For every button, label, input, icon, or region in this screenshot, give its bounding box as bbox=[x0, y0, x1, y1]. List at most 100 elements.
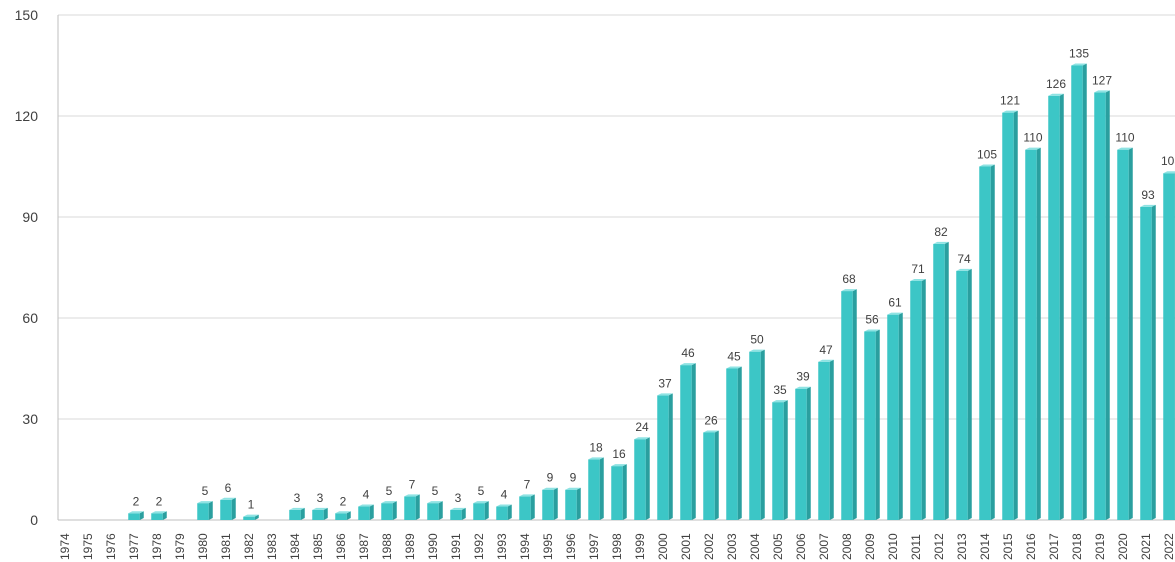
bar bbox=[542, 487, 558, 520]
data-label: 16 bbox=[612, 447, 626, 461]
bar bbox=[588, 457, 604, 520]
x-tick-label: 1989 bbox=[403, 533, 417, 560]
bar bbox=[680, 363, 696, 520]
bar bbox=[1140, 204, 1156, 520]
data-label: 24 bbox=[635, 420, 649, 434]
x-tick-label: 1979 bbox=[173, 533, 187, 560]
data-label: 6 bbox=[225, 481, 232, 495]
bar bbox=[519, 494, 535, 520]
bar bbox=[772, 400, 788, 520]
bars bbox=[128, 63, 1175, 521]
x-tick-label: 2000 bbox=[656, 533, 670, 560]
bar bbox=[657, 393, 673, 520]
x-tick-label: 1985 bbox=[311, 533, 325, 560]
data-label: 39 bbox=[796, 370, 810, 384]
x-tick-label: 2009 bbox=[863, 533, 877, 560]
data-label: 5 bbox=[432, 484, 439, 498]
data-label: 126 bbox=[1046, 77, 1066, 91]
x-tick-label: 2002 bbox=[702, 533, 716, 560]
x-tick-label: 2014 bbox=[978, 533, 992, 560]
data-label: 4 bbox=[501, 488, 508, 502]
y-tick-label: 0 bbox=[30, 512, 38, 528]
x-tick-label: 1986 bbox=[334, 533, 348, 560]
y-tick-label: 90 bbox=[22, 209, 38, 225]
bar bbox=[1025, 147, 1041, 520]
x-tick-label: 1996 bbox=[564, 533, 578, 560]
data-label: 9 bbox=[547, 471, 554, 485]
x-tick-label: 1981 bbox=[219, 533, 233, 560]
bar bbox=[358, 504, 374, 520]
data-label: 3 bbox=[455, 491, 462, 505]
bar bbox=[128, 511, 144, 520]
x-tick-label: 2015 bbox=[1001, 533, 1015, 560]
bar bbox=[887, 312, 903, 520]
x-tick-label: 2013 bbox=[955, 533, 969, 560]
data-label: 74 bbox=[957, 252, 971, 266]
bar bbox=[473, 501, 489, 520]
x-tick-label: 2017 bbox=[1047, 533, 1061, 560]
data-label: 5 bbox=[202, 484, 209, 498]
data-label: 103 bbox=[1161, 154, 1175, 168]
y-tick-label: 120 bbox=[15, 108, 39, 124]
x-tick-label: 2006 bbox=[794, 533, 808, 560]
bar bbox=[726, 366, 742, 520]
x-tick-label: 2011 bbox=[909, 534, 923, 560]
data-label: 7 bbox=[409, 477, 416, 491]
bar bbox=[749, 349, 765, 520]
bar bbox=[335, 511, 351, 520]
x-tick-label: 1977 bbox=[127, 533, 141, 560]
bar bbox=[703, 430, 719, 520]
x-tick-label: 1994 bbox=[518, 533, 532, 560]
data-label: 5 bbox=[478, 484, 485, 498]
bar bbox=[1002, 110, 1018, 520]
x-tick-label: 2007 bbox=[817, 533, 831, 560]
x-tick-label: 2022 bbox=[1162, 533, 1175, 560]
y-tick-label: 60 bbox=[22, 310, 38, 326]
y-axis-ticks: 0 30 60 90 120 150 bbox=[15, 7, 39, 528]
data-label: 18 bbox=[589, 440, 603, 454]
bar bbox=[496, 504, 512, 520]
x-tick-label: 2001 bbox=[679, 533, 693, 560]
data-label: 4 bbox=[363, 488, 370, 502]
x-tick-label: 1987 bbox=[357, 533, 371, 560]
x-tick-label: 2003 bbox=[725, 533, 739, 560]
data-label: 5 bbox=[386, 484, 393, 498]
bar bbox=[864, 329, 880, 520]
bar bbox=[634, 437, 650, 520]
x-tick-label: 2004 bbox=[748, 533, 762, 560]
x-tick-label: 2019 bbox=[1093, 533, 1107, 560]
bar bbox=[841, 289, 857, 520]
bar bbox=[933, 241, 949, 520]
data-label: 71 bbox=[911, 262, 925, 276]
x-tick-label: 1984 bbox=[288, 533, 302, 560]
x-tick-label: 1997 bbox=[587, 533, 601, 560]
data-label: 47 bbox=[819, 343, 833, 357]
data-label: 2 bbox=[340, 494, 347, 508]
x-tick-label: 1974 bbox=[58, 533, 72, 560]
data-label: 50 bbox=[750, 333, 764, 347]
bar bbox=[450, 507, 466, 520]
data-label: 3 bbox=[294, 491, 301, 505]
bar bbox=[427, 501, 443, 520]
x-tick-label: 1975 bbox=[81, 533, 95, 560]
data-label: 2 bbox=[133, 494, 140, 508]
y-tick-label: 150 bbox=[15, 7, 39, 23]
data-label: 9 bbox=[570, 471, 577, 485]
data-label: 110 bbox=[1115, 131, 1134, 145]
data-labels: 2 25 61 3 3 2 4 5 7 5 3 5 47 9 918 16243746264550353947… bbox=[133, 47, 1175, 512]
bar bbox=[381, 501, 397, 520]
data-label: 45 bbox=[727, 350, 741, 364]
data-label: 26 bbox=[704, 413, 718, 427]
data-label: 3 bbox=[317, 491, 324, 505]
data-label: 56 bbox=[865, 312, 879, 326]
bar bbox=[1071, 63, 1087, 520]
bar bbox=[565, 487, 581, 520]
y-tick-label: 30 bbox=[22, 411, 38, 427]
bar bbox=[611, 464, 627, 520]
x-tick-label: 1990 bbox=[426, 533, 440, 560]
x-tick-label: 1999 bbox=[633, 533, 647, 560]
data-label: 135 bbox=[1069, 47, 1089, 61]
bar bbox=[404, 494, 420, 520]
x-tick-label: 2010 bbox=[886, 533, 900, 560]
